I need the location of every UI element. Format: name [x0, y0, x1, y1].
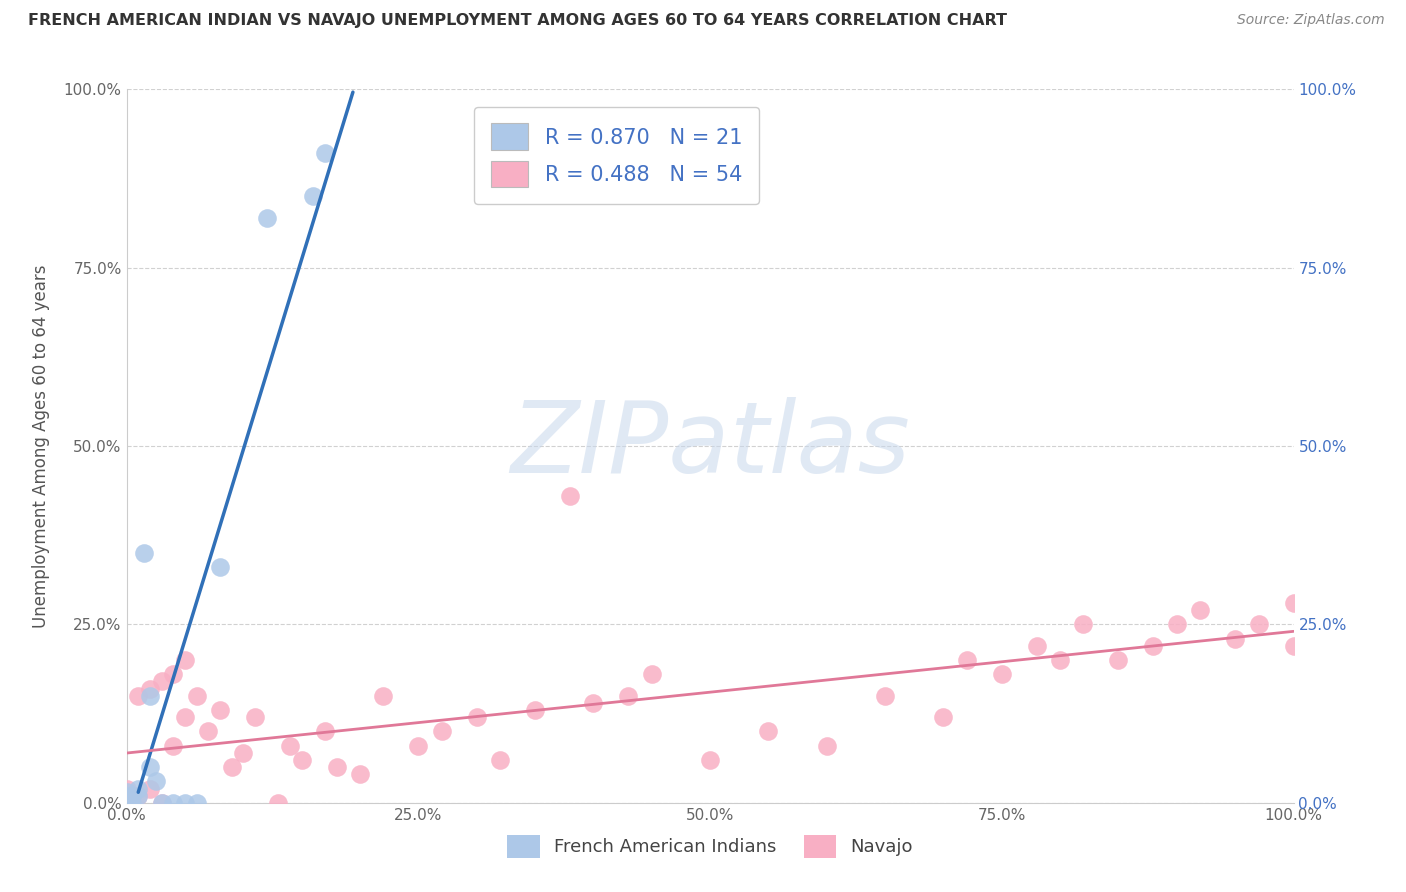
Point — [314, 724, 336, 739]
Y-axis label: Unemployment Among Ages 60 to 64 years: Unemployment Among Ages 60 to 64 years — [32, 264, 49, 628]
Point — [558, 489, 581, 503]
Point — [174, 710, 197, 724]
Point — [115, 796, 138, 810]
Point — [1189, 603, 1212, 617]
Point — [139, 681, 162, 696]
Point — [162, 667, 184, 681]
Point — [174, 796, 197, 810]
Legend: French American Indians, Navajo: French American Indians, Navajo — [501, 828, 920, 865]
Point — [373, 689, 395, 703]
Point — [256, 211, 278, 225]
Point — [208, 703, 231, 717]
Point — [756, 724, 779, 739]
Point — [121, 796, 143, 810]
Point — [524, 703, 547, 717]
Point — [232, 746, 254, 760]
Point — [127, 781, 149, 796]
Point — [1282, 596, 1305, 610]
Point — [1025, 639, 1047, 653]
Point — [1049, 653, 1071, 667]
Point — [150, 674, 173, 689]
Point — [489, 753, 512, 767]
Text: Source: ZipAtlas.com: Source: ZipAtlas.com — [1237, 13, 1385, 28]
Point — [115, 785, 138, 799]
Point — [278, 739, 301, 753]
Point — [582, 696, 605, 710]
Point — [1108, 653, 1130, 667]
Point — [139, 760, 162, 774]
Point — [1223, 632, 1247, 646]
Point — [990, 667, 1012, 681]
Point — [243, 710, 266, 724]
Point — [121, 796, 143, 810]
Point — [640, 667, 664, 681]
Point — [162, 739, 184, 753]
Point — [430, 724, 453, 739]
Point — [302, 189, 325, 203]
Point — [267, 796, 290, 810]
Point — [349, 767, 371, 781]
Point — [875, 689, 897, 703]
Point — [314, 146, 336, 161]
Point — [127, 689, 149, 703]
Point — [408, 739, 430, 753]
Point — [465, 710, 488, 724]
Point — [115, 789, 138, 803]
Point — [162, 796, 184, 810]
Point — [197, 724, 219, 739]
Point — [1247, 617, 1270, 632]
Point — [174, 653, 197, 667]
Point — [115, 789, 138, 803]
Point — [617, 689, 640, 703]
Point — [186, 689, 208, 703]
Point — [290, 753, 312, 767]
Point — [145, 774, 167, 789]
Point — [121, 789, 143, 803]
Point — [221, 760, 243, 774]
Point — [1142, 639, 1164, 653]
Point — [815, 739, 838, 753]
Point — [1166, 617, 1188, 632]
Point — [139, 689, 162, 703]
Point — [325, 760, 347, 774]
Point — [115, 796, 138, 810]
Point — [139, 781, 162, 796]
Point — [132, 546, 155, 560]
Point — [127, 789, 149, 803]
Point — [1282, 639, 1305, 653]
Point — [699, 753, 721, 767]
Point — [127, 789, 149, 803]
Point — [115, 796, 138, 810]
Point — [1073, 617, 1095, 632]
Point — [150, 796, 173, 810]
Point — [115, 781, 138, 796]
Point — [115, 792, 138, 806]
Point — [956, 653, 979, 667]
Point — [186, 796, 208, 810]
Point — [932, 710, 955, 724]
Point — [150, 796, 173, 810]
Point — [208, 560, 231, 574]
Text: ZIPatlas: ZIPatlas — [510, 398, 910, 494]
Text: FRENCH AMERICAN INDIAN VS NAVAJO UNEMPLOYMENT AMONG AGES 60 TO 64 YEARS CORRELAT: FRENCH AMERICAN INDIAN VS NAVAJO UNEMPLO… — [28, 13, 1007, 29]
